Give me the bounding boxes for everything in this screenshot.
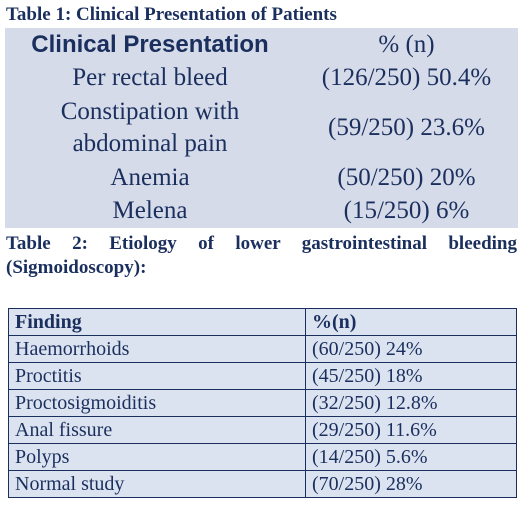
header-cell: Clinical Presentation [31,30,269,58]
table-cell: (32/250) 12.8% [305,389,517,417]
table-cell: (29/250) 11.6% [305,416,517,444]
table-caption: Table 1: Clinical Presentation of Patien… [6,4,337,25]
table-cell: (126/250) 50.4% [321,63,492,91]
table-cell: Constipation with abdominal pain [60,97,240,157]
table-cell: (59/250) 23.6% [328,113,485,141]
table-row: Normal study (70/250) 28% [8,470,517,498]
table-cell: Polyps [8,443,306,471]
header-cell: %(n) [305,308,517,336]
table-cell: Proctosigmoiditis [8,389,306,417]
table-row: Constipation with abdominal pain (59/250)… [5,95,518,162]
table-cell: Melena [112,197,188,225]
table-cell: Anal fissure [8,416,306,444]
table-caption: Table 2: Etiology of lower gastrointesti… [6,233,517,278]
table-cell: (50/250) 20% [337,163,476,191]
table-cell: (70/250) 28% [305,470,517,498]
table: Finding %(n) Haemorrhoids (60/250) 24% Proct… [8,308,517,498]
table-cell: Proctitis [8,362,306,390]
table-cell: (45/250) 18% [305,362,517,390]
header-cell: % (n) [378,30,435,58]
table: Clinical Presentation % (n) Per rectal ble… [5,28,518,228]
table-row: Proctosigmoiditis (32/250) 12.8% [8,389,517,417]
table-row: Anal fissure (29/250) 11.6% [8,416,517,444]
table-cell: Haemorrhoids [8,335,306,363]
table-cell: Normal study [8,470,306,498]
table-row: Polyps (14/250) 5.6% [8,443,517,471]
table-row: Haemorrhoids (60/250) 24% [8,335,517,363]
table-cell: (14/250) 5.6% [305,443,517,471]
table-row: Finding %(n) [8,308,517,336]
table-cell: (60/250) 24% [305,335,517,363]
header-cell: Finding [8,308,306,336]
table-row: Clinical Presentation % (n) [5,28,518,61]
table-cell: (15/250) 6% [343,197,470,225]
table-row: Per rectal bleed (126/250) 50.4% [5,61,518,94]
table-row: Proctitis (45/250) 18% [8,362,517,390]
table-row: Melena (15/250) 6% [5,195,518,228]
table-row: Anemia (50/250) 20% [5,161,518,194]
table-cell: Per rectal bleed [72,63,228,91]
table-cell: Anemia [110,163,190,191]
